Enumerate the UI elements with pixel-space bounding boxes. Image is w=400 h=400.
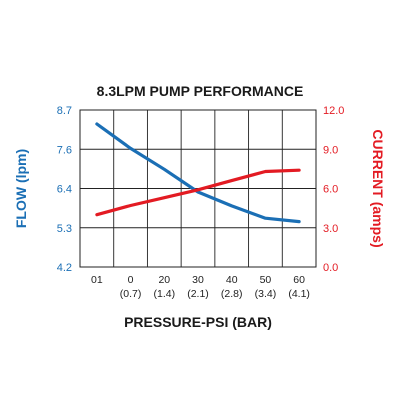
- x-tick-label-psi: 20: [158, 274, 170, 286]
- x-tick-label-bar: (2.1): [187, 288, 209, 300]
- flow-series-line: [95, 122, 301, 224]
- chart-title: 8.3LPM PUMP PERFORMANCE: [97, 83, 304, 99]
- current-series-line: [95, 168, 301, 217]
- x-tick-label-psi: 60: [293, 274, 305, 286]
- right-tick-label: 6.0: [323, 184, 338, 196]
- x-tick-label-psi: 50: [260, 274, 272, 286]
- x-tick-label-bar: (3.4): [255, 288, 277, 300]
- x-tick-label-psi: 01: [91, 274, 103, 286]
- x-axis-label: PRESSURE-PSI (BAR): [124, 314, 272, 330]
- left-axis-label: FLOW (lpm): [13, 149, 29, 228]
- right-tick-label: 9.0: [323, 144, 338, 156]
- right-tick-label: 3.0: [323, 223, 338, 235]
- x-tick-label-bar: (4.1): [288, 288, 310, 300]
- left-tick-label: 5.3: [57, 223, 72, 235]
- plot-frame: [79, 109, 317, 268]
- left-tick-label: 6.4: [57, 184, 72, 196]
- x-tick-label-bar: (1.4): [153, 288, 175, 300]
- right-tick-label: 12.0: [323, 105, 344, 117]
- series-lines: [95, 122, 301, 224]
- x-tick-label-bar: (2.8): [221, 288, 243, 300]
- right-axis-label: CURRENT (amps): [370, 129, 386, 247]
- x-tick-label-bar: (0.7): [120, 288, 142, 300]
- right-tick-label: 0.0: [323, 262, 338, 274]
- left-tick-label: 7.6: [57, 144, 72, 156]
- left-tick-label: 4.2: [57, 262, 72, 274]
- x-tick-label-psi: 0: [128, 274, 134, 286]
- left-axis-ticks: 4.2 5.3 6.4 7.6 8.7: [57, 105, 72, 274]
- x-tick-label-psi: 30: [192, 274, 204, 286]
- x-axis-ticks: 01 0 (0.7) 20 (1.4) 30 (2.1) 40 (2.8) 50 (3.4) 60 (4…: [91, 274, 310, 300]
- x-tick-label-psi: 40: [226, 274, 238, 286]
- left-tick-label: 8.7: [57, 105, 72, 117]
- right-axis-ticks: 0.0 3.0 6.0 9.0 12.0: [323, 105, 344, 274]
